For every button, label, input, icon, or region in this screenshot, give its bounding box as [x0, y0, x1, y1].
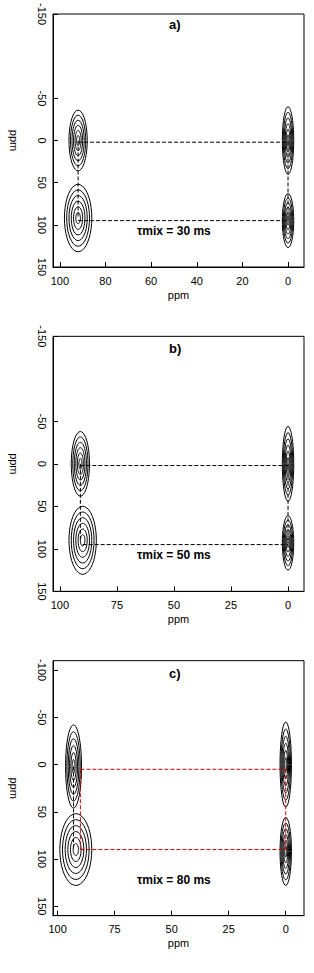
svg-text:τmix = 80 ms: τmix = 80 ms: [137, 873, 211, 887]
svg-text:50: 50: [168, 599, 180, 611]
svg-text:50: 50: [36, 806, 48, 818]
svg-text:-150: -150: [36, 325, 48, 347]
svg-text:τmix = 30 ms: τmix = 30 ms: [137, 224, 211, 238]
svg-text:-150: -150: [36, 3, 48, 25]
svg-text:0: 0: [36, 761, 48, 767]
svg-text:50: 50: [166, 923, 178, 935]
svg-text:150: 150: [36, 582, 48, 600]
svg-text:25: 25: [223, 923, 235, 935]
svg-text:80: 80: [99, 275, 111, 287]
svg-text:60: 60: [145, 275, 157, 287]
svg-text:-100: -100: [36, 659, 48, 681]
svg-text:100: 100: [48, 923, 66, 935]
svg-text:b): b): [169, 341, 181, 356]
svg-text:50: 50: [36, 177, 48, 189]
svg-text:20: 20: [236, 275, 248, 287]
svg-text:a): a): [169, 17, 181, 32]
svg-text:-50: -50: [36, 90, 48, 106]
svg-text:ppm: ppm: [168, 613, 189, 625]
svg-text:100: 100: [51, 275, 69, 287]
svg-text:ppm: ppm: [168, 289, 189, 301]
svg-text:-50: -50: [36, 413, 48, 429]
svg-text:150: 150: [36, 897, 48, 915]
svg-text:40: 40: [191, 275, 203, 287]
svg-text:c): c): [169, 666, 181, 681]
svg-text:τmix = 50 ms: τmix = 50 ms: [137, 548, 211, 562]
svg-text:-50: -50: [36, 709, 48, 725]
svg-text:50: 50: [36, 500, 48, 512]
svg-text:ppm: ppm: [8, 777, 20, 798]
svg-text:100: 100: [51, 599, 69, 611]
svg-text:0: 0: [36, 137, 48, 143]
svg-text:ppm: ppm: [8, 453, 20, 474]
svg-text:0: 0: [285, 599, 291, 611]
svg-text:0: 0: [36, 461, 48, 467]
svg-text:0: 0: [285, 275, 291, 287]
svg-text:75: 75: [111, 599, 123, 611]
svg-text:0: 0: [283, 923, 289, 935]
svg-text:75: 75: [108, 923, 120, 935]
svg-text:100: 100: [36, 540, 48, 558]
svg-text:100: 100: [36, 850, 48, 868]
svg-text:100: 100: [36, 216, 48, 234]
svg-text:150: 150: [36, 258, 48, 276]
svg-text:ppm: ppm: [168, 937, 189, 949]
svg-text:ppm: ppm: [8, 130, 20, 151]
svg-text:25: 25: [225, 599, 237, 611]
